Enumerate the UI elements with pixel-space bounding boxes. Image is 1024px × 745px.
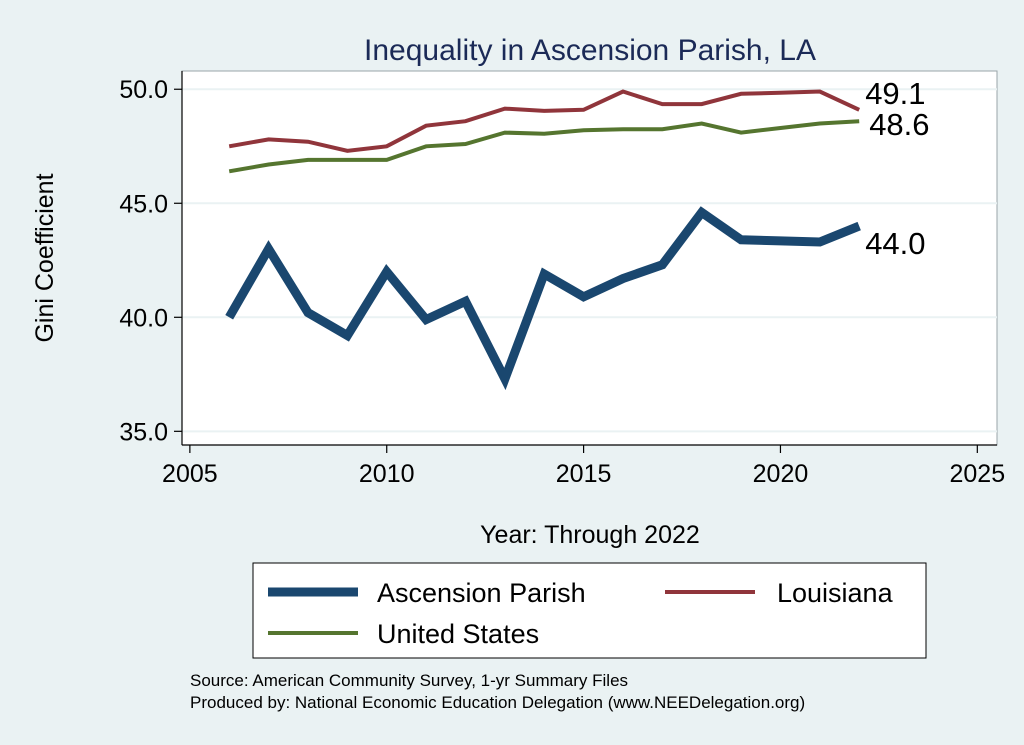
y-tick-label: 45.0 — [119, 190, 168, 218]
end-value-label-united-states: 48.6 — [869, 107, 929, 142]
end-labels: 44.0 49.148.6 — [865, 76, 929, 261]
y-tick-label: 40.0 — [119, 304, 168, 332]
y-tick-label: 50.0 — [119, 76, 168, 104]
series-line-louisiana — [228, 89, 861, 153]
legend-box — [252, 562, 927, 659]
x-tick-label: 2025 — [950, 460, 1006, 488]
x-axis-title: Year: Through 2022 — [480, 521, 700, 549]
legend-label-united-states: United States — [377, 619, 539, 649]
legend-label-ascension-parish: Ascension Parish — [377, 578, 586, 608]
legend-label-louisiana: Louisiana — [777, 578, 894, 608]
y-tick-label: 35.0 — [119, 418, 168, 446]
plot-area — [181, 70, 998, 446]
x-tick-label: 2015 — [556, 460, 612, 488]
y-axis-title: Gini Coefficient — [31, 173, 59, 342]
series-line-ascension-parish — [225, 206, 861, 391]
series — [225, 89, 861, 391]
series-line-united-states — [228, 119, 860, 174]
chart-title: Inequality in Ascension Parish, LA — [364, 34, 816, 67]
x-tick-label: 2010 — [359, 460, 415, 488]
x-tick-label: 2005 — [162, 460, 218, 488]
end-value-label-louisiana: 49.1 — [865, 76, 925, 111]
end-value-label-ascension-parish: 44.0 — [865, 226, 925, 261]
producer-line: Produced by: National Economic Education… — [190, 693, 805, 712]
legend: Ascension Parish Louisiana United States — [252, 562, 927, 659]
axes — [181, 71, 997, 446]
source-line: Source: American Community Survey, 1-yr … — [190, 671, 628, 690]
ticks: 35.0 40.0 45.0 50.0 2005 2010 2015 2020 2025 — [119, 76, 1005, 488]
x-tick-label: 2020 — [753, 460, 809, 488]
